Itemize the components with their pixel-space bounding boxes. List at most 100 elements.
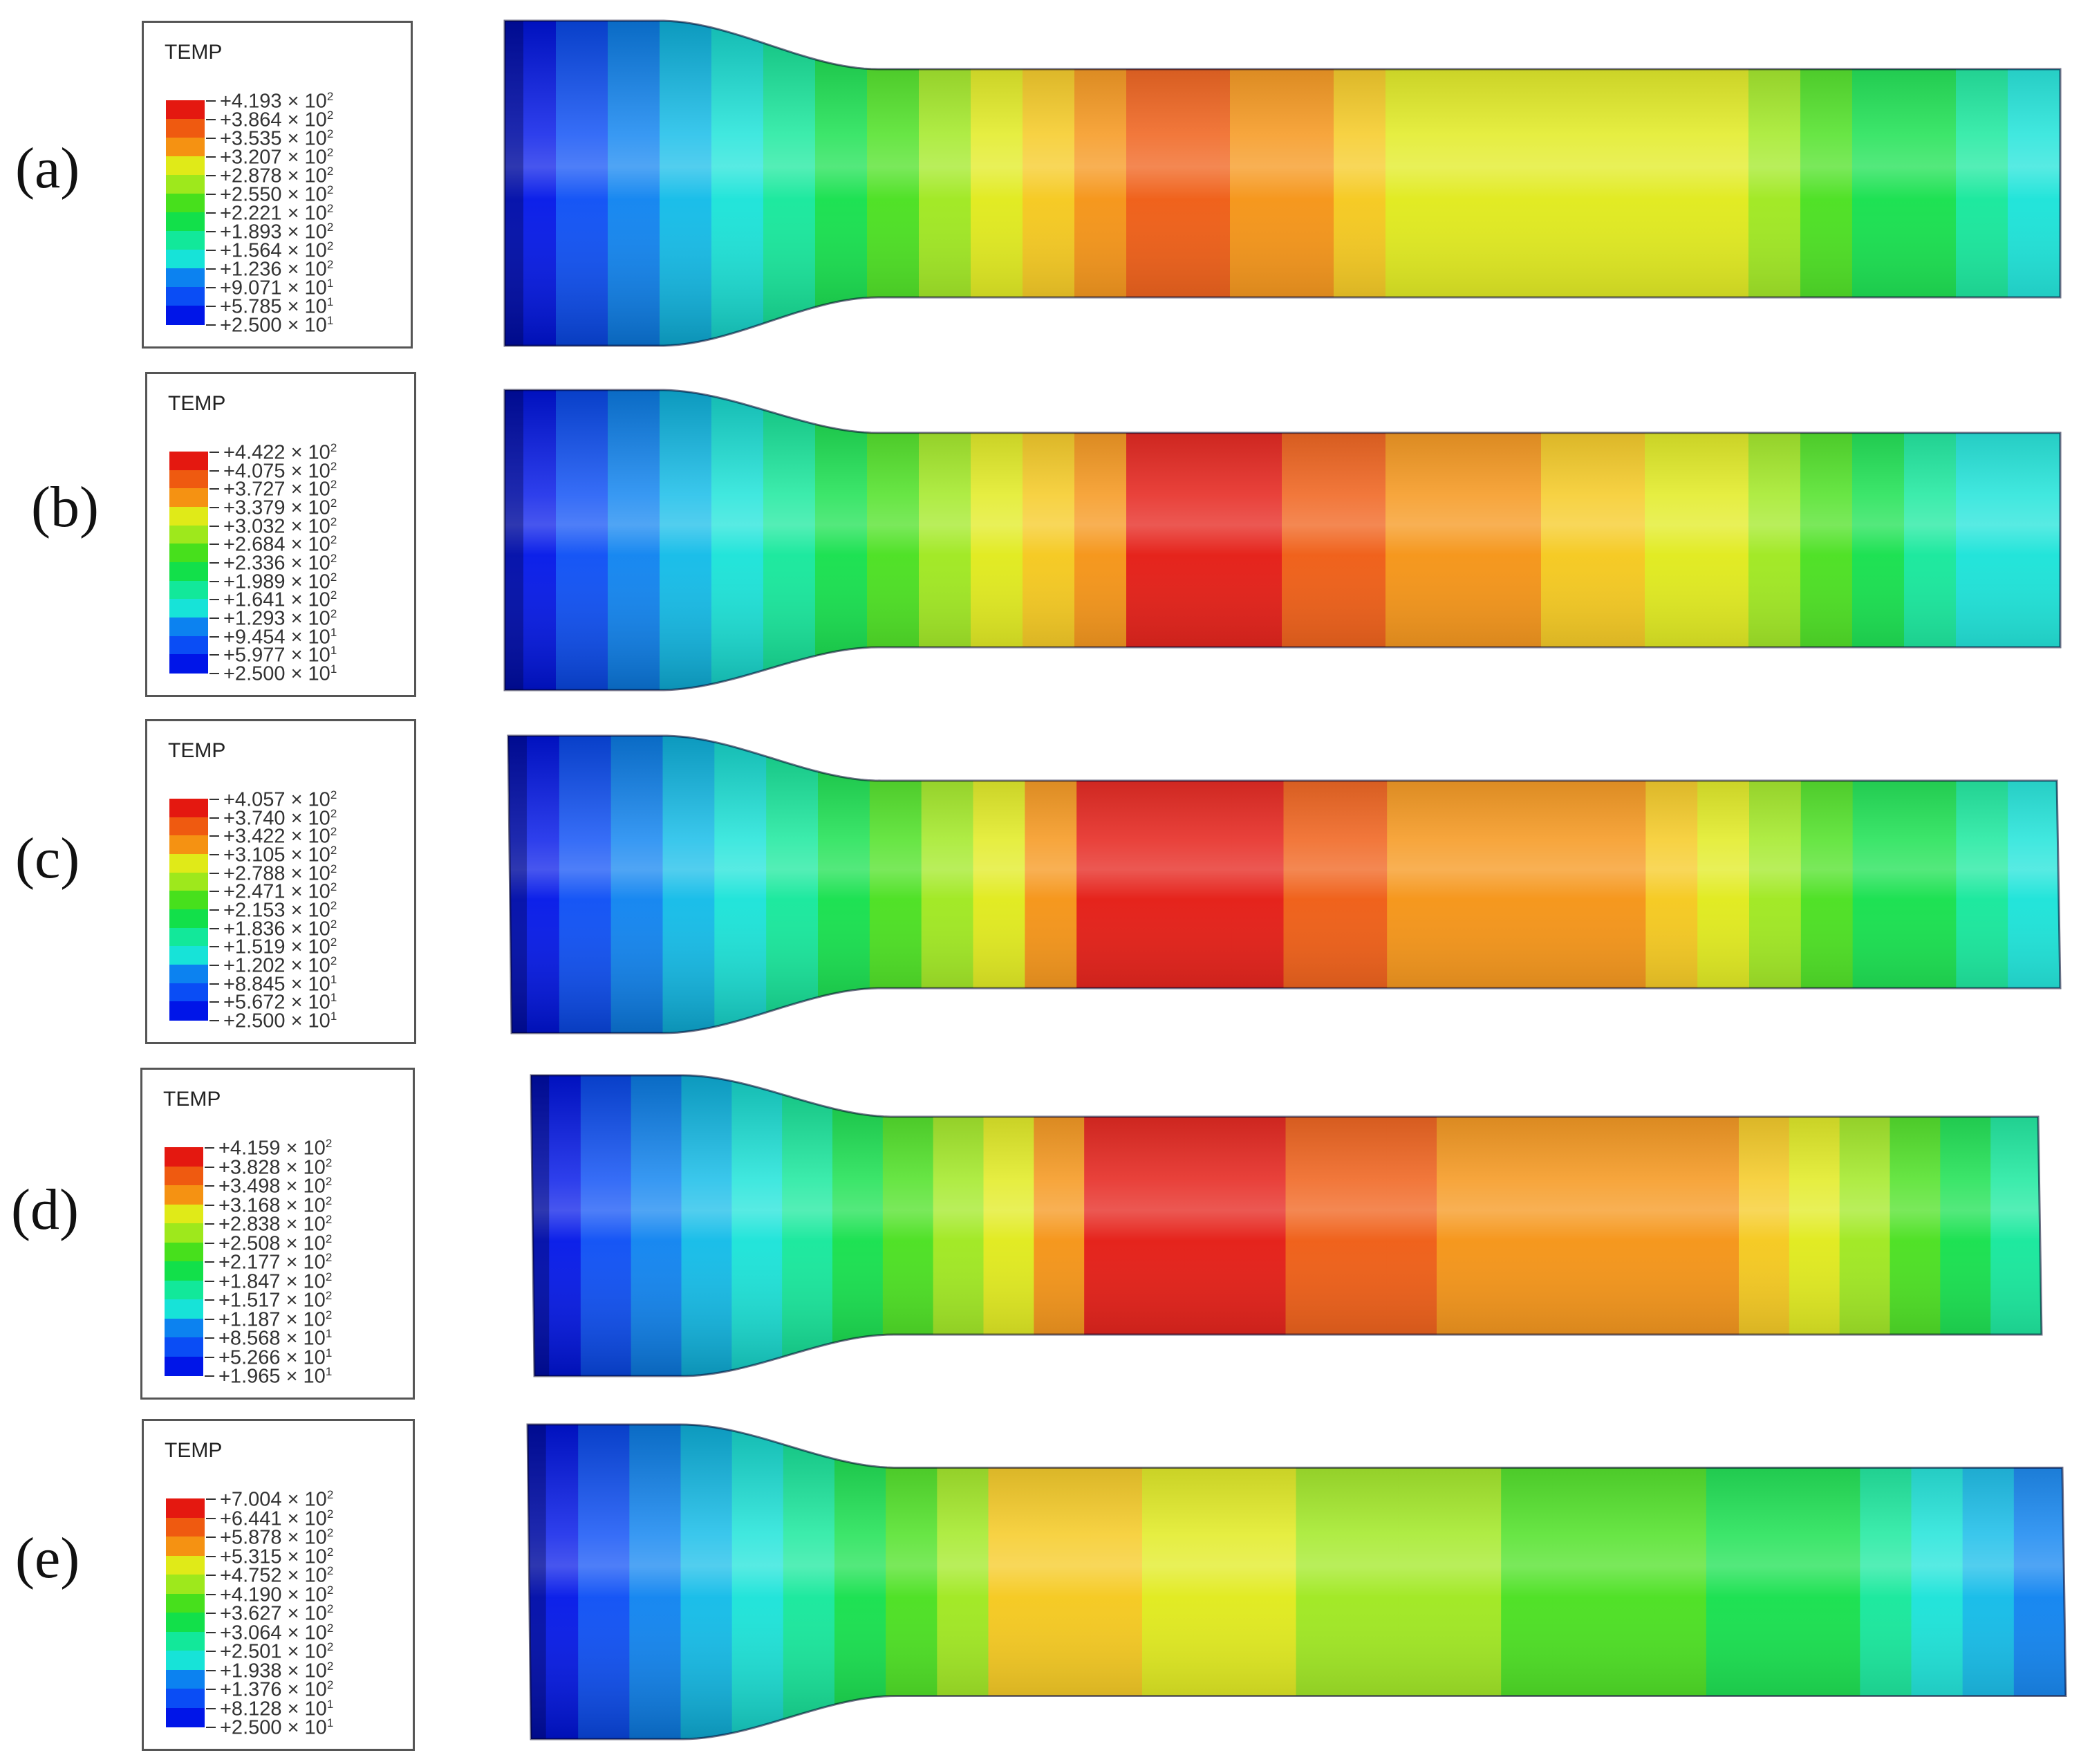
legend-tick [205, 1185, 214, 1187]
legend-value: +8.845 × 101 [223, 972, 337, 996]
legend-tick [209, 927, 219, 929]
legend-tick [209, 909, 219, 911]
legend-swatch [166, 1593, 205, 1613]
legend-color-bar [166, 1498, 205, 1727]
legend-swatch [165, 1204, 203, 1224]
legend-value: +1.202 × 102 [223, 954, 337, 977]
legend-swatch [165, 1166, 203, 1186]
legend-tick [209, 854, 219, 855]
legend-value: +4.057 × 102 [223, 788, 337, 811]
legend-swatch [169, 507, 208, 526]
legend-tick [205, 1147, 214, 1149]
legend-swatch [166, 1536, 205, 1557]
legend-value: +5.878 × 102 [220, 1526, 334, 1549]
legend-swatch [166, 175, 205, 194]
legend-tick [209, 544, 219, 546]
legend-tick [205, 1223, 214, 1225]
legend-swatch [169, 817, 208, 837]
legend-swatch [169, 946, 208, 965]
legend-swatch [166, 1555, 205, 1575]
temp-legend: TEMP +4.422 × 102 +4.075 × 102 +3.727 × 102… [145, 372, 416, 697]
legend-value: +2.500 × 101 [223, 662, 337, 685]
temp-legend: TEMP +4.193 × 102 +3.864 × 102 +3.535 × 102… [142, 21, 413, 349]
legend-tick [209, 1020, 219, 1021]
legend-swatch [165, 1280, 203, 1300]
legend-tick [209, 965, 219, 966]
legend-value: +1.938 × 102 [220, 1659, 334, 1682]
legend-tick [206, 1651, 216, 1652]
legend-tick [209, 817, 219, 819]
legend-tick [205, 1337, 214, 1339]
legend-swatch [165, 1147, 203, 1167]
legend-tick [205, 1356, 214, 1358]
legend-value: +1.641 × 102 [223, 588, 337, 611]
legend-value: +9.454 × 101 [223, 625, 337, 649]
legend-value: +5.672 × 101 [223, 991, 337, 1014]
legend-tick [205, 1318, 214, 1320]
legend-tick [209, 654, 219, 656]
legend-tick [209, 580, 219, 582]
legend-value: +2.471 × 102 [223, 880, 337, 903]
legend-swatch [165, 1223, 203, 1243]
legend-title: TEMP [168, 392, 226, 415]
surface-shading [505, 21, 2060, 346]
legend-swatch [169, 525, 208, 545]
legend-value: +3.032 × 102 [223, 514, 337, 538]
legend-value: +5.785 × 101 [220, 295, 334, 318]
legend-swatch [166, 306, 205, 325]
legend-value: +1.293 × 102 [223, 607, 337, 630]
legend-tick [206, 268, 216, 270]
temperature-contour-tube [526, 1423, 2067, 1740]
legend-value: +4.159 × 102 [218, 1137, 333, 1160]
legend-swatch [166, 231, 205, 250]
panel-label: (c) [15, 826, 80, 891]
legend-tick [206, 100, 216, 102]
legend-color-bar [169, 799, 208, 1021]
legend-swatch [166, 1498, 205, 1519]
legend-swatch [169, 599, 208, 618]
legend-tick [206, 1593, 216, 1595]
legend-swatch [165, 1337, 203, 1357]
temp-legend: TEMP +4.159 × 102 +3.828 × 102 +3.498 × 102… [140, 1068, 415, 1400]
legend-swatch [166, 119, 205, 138]
legend-value: +3.422 × 102 [223, 825, 337, 848]
end-face [505, 21, 523, 346]
tube-outline [503, 19, 2062, 347]
legend-swatch [166, 100, 205, 120]
legend-swatch [165, 1242, 203, 1262]
legend-tick [206, 1631, 216, 1633]
legend-swatch [169, 872, 208, 892]
surface-shading [528, 1424, 2066, 1739]
legend-tick [209, 525, 219, 527]
legend-value: +9.071 × 101 [220, 277, 334, 299]
legend-tick [206, 175, 216, 176]
legend-value: +6.441 × 102 [220, 1507, 334, 1530]
legend-swatch [169, 470, 208, 490]
legend-tick [209, 673, 219, 674]
legend-value: +4.193 × 102 [220, 90, 334, 113]
legend-swatch [169, 854, 208, 873]
legend-swatch [166, 156, 205, 176]
legend-value: +3.864 × 102 [220, 109, 334, 131]
legend-value: +2.838 × 102 [218, 1213, 333, 1236]
legend-value: +2.177 × 102 [218, 1251, 333, 1274]
legend-tick [206, 119, 216, 120]
legend-swatch [166, 1707, 205, 1727]
legend-tick [206, 324, 216, 326]
legend-swatch [166, 1613, 205, 1633]
legend-color-bar [165, 1147, 203, 1376]
legend-value: +1.836 × 102 [223, 917, 337, 940]
legend-tick [209, 599, 219, 601]
legend-color-bar [169, 452, 208, 674]
legend-value: +8.568 × 101 [218, 1327, 333, 1350]
legend-swatch [166, 1575, 205, 1595]
legend-tick [205, 1261, 214, 1263]
legend-swatch [166, 1631, 205, 1651]
legend-value: +5.266 × 101 [218, 1346, 333, 1369]
legend-swatch [166, 138, 205, 157]
legend-tick [209, 946, 219, 948]
legend-swatch [169, 618, 208, 637]
legend-swatch [166, 194, 205, 213]
legend-value: +4.190 × 102 [220, 1583, 334, 1606]
